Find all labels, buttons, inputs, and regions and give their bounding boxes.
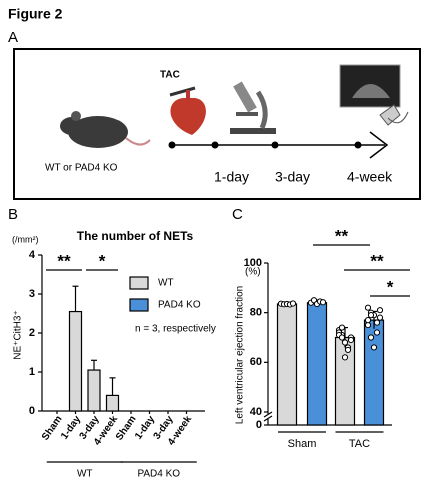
figure-title: Figure 2	[8, 6, 63, 22]
bar	[306, 302, 328, 426]
y-tick-label: 2	[29, 327, 35, 339]
y-tick-label: 0	[256, 419, 262, 431]
data-point	[376, 314, 384, 321]
data-point	[373, 329, 381, 336]
legend-label: PAD4 KO	[158, 300, 201, 311]
y-tick-label: 60	[250, 356, 262, 368]
panel-label: C	[232, 206, 243, 223]
bar	[105, 394, 120, 412]
data-point	[367, 334, 375, 341]
ultrasound-icon	[339, 64, 409, 126]
mouse-icon	[60, 111, 151, 148]
data-point	[364, 304, 372, 311]
bar	[276, 303, 298, 426]
y-tick-label: 3	[29, 288, 35, 300]
y-tick-label: 40	[250, 406, 262, 418]
panel-box	[13, 48, 421, 200]
legend-swatch	[129, 276, 149, 290]
data-point	[347, 336, 355, 344]
bar	[87, 369, 101, 412]
y-axis-label: Left ventricular ejection fraction	[235, 286, 246, 424]
x-tick-label: Sham	[288, 438, 317, 450]
y-tick-label: 4	[29, 249, 36, 261]
significance-label: *	[387, 277, 394, 296]
data-point	[341, 339, 349, 346]
x-tick-label: TAC	[349, 438, 370, 450]
y-tick-label: 1	[29, 366, 35, 378]
group-label: PAD4 KO	[137, 469, 180, 480]
data-point	[367, 312, 375, 319]
data-point	[370, 344, 378, 351]
data-point	[376, 307, 384, 314]
y-tick-label: 100	[244, 257, 262, 269]
data-point	[341, 354, 349, 361]
y-unit: (/mm²)	[12, 234, 39, 244]
data-point	[364, 317, 372, 324]
data-point	[319, 299, 327, 306]
axis-break	[263, 411, 273, 418]
x-tick-label: Sham	[40, 414, 65, 443]
data-point	[289, 300, 297, 307]
data-point	[338, 324, 346, 331]
timepoint-label: 4-week	[347, 169, 393, 185]
x-tick-label: Sham	[114, 414, 139, 443]
y-tick-label: 0	[29, 405, 35, 417]
data-point	[373, 319, 381, 326]
significance-label: *	[99, 251, 106, 270]
y-tick-label: 80	[250, 307, 262, 319]
legend-label: WT	[158, 278, 174, 289]
note: n = 3, respectively	[135, 324, 216, 335]
panel-label: B	[8, 206, 18, 223]
heart-icon	[169, 86, 206, 135]
data-point	[344, 346, 352, 354]
significance-label: **	[370, 251, 384, 270]
timepoint-label: 3-day	[275, 169, 310, 185]
group-label: WT	[77, 469, 93, 480]
y-unit: (%)	[245, 267, 261, 278]
data-point	[364, 321, 372, 329]
panel-a: WT or PAD4 KO TAC 1-day 3-day 4-week	[13, 48, 421, 200]
data-point	[338, 334, 346, 341]
bar	[363, 319, 385, 426]
significance-label: **	[335, 226, 349, 245]
microscope-icon	[230, 81, 276, 134]
mice-label: WT or PAD4 KO	[45, 163, 118, 174]
chart-title: The number of NETs	[77, 229, 194, 243]
timeline	[168, 131, 389, 159]
axis-break	[263, 415, 273, 422]
bar	[68, 310, 83, 412]
timepoint-label: 1-day	[214, 169, 249, 185]
procedure-label: TAC	[160, 70, 180, 81]
legend-swatch	[129, 298, 149, 312]
panel-label: A	[8, 29, 18, 46]
y-axis-label: NE⁺CitH3⁺	[13, 310, 24, 359]
significance-label: **	[57, 251, 71, 270]
